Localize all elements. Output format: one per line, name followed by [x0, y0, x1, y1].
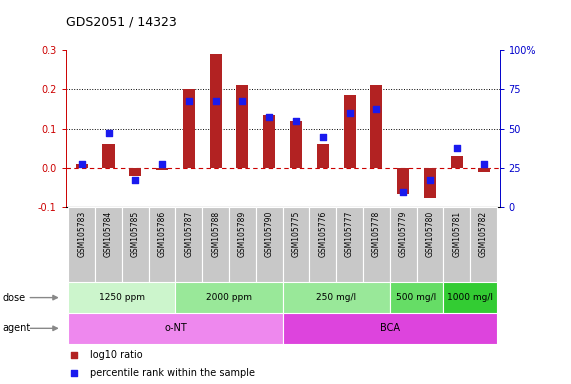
Point	[372, 106, 381, 112]
Text: GSM105775: GSM105775	[292, 211, 300, 258]
Text: GSM105790: GSM105790	[265, 211, 274, 258]
Bar	[397, 168, 409, 194]
Point	[70, 352, 79, 358]
Text: o-NT: o-NT	[164, 323, 187, 333]
Bar	[417, 207, 443, 282]
Bar	[443, 282, 497, 313]
Point	[399, 189, 408, 195]
Text: GSM105781: GSM105781	[452, 211, 461, 257]
Bar	[390, 282, 443, 313]
Point	[184, 98, 194, 104]
Point	[452, 145, 461, 151]
Bar	[69, 282, 175, 313]
Text: GSM105780: GSM105780	[425, 211, 435, 257]
Text: GSM105786: GSM105786	[158, 211, 167, 257]
Text: dose: dose	[3, 293, 26, 303]
Bar	[336, 207, 363, 282]
Text: GDS2051 / 14323: GDS2051 / 14323	[66, 16, 176, 29]
Bar	[283, 282, 390, 313]
Point	[77, 161, 86, 167]
Bar	[229, 207, 256, 282]
Point	[318, 134, 327, 140]
Bar	[175, 207, 202, 282]
Bar	[371, 85, 383, 168]
Text: GSM105782: GSM105782	[479, 211, 488, 257]
Point	[238, 98, 247, 104]
Text: 2000 ppm: 2000 ppm	[206, 293, 252, 302]
Bar	[477, 168, 489, 172]
Text: GSM105789: GSM105789	[238, 211, 247, 257]
Text: GSM105783: GSM105783	[77, 211, 86, 257]
Point	[479, 161, 488, 167]
Text: GSM105788: GSM105788	[211, 211, 220, 257]
Text: GSM105779: GSM105779	[399, 211, 408, 258]
Bar	[156, 168, 168, 170]
Text: 1000 mg/l: 1000 mg/l	[447, 293, 493, 302]
Text: GSM105787: GSM105787	[184, 211, 194, 257]
Bar	[76, 164, 88, 168]
Bar	[451, 156, 463, 168]
Bar	[122, 207, 148, 282]
Text: GSM105777: GSM105777	[345, 211, 354, 258]
Text: percentile rank within the sample: percentile rank within the sample	[90, 368, 255, 378]
Bar	[236, 85, 248, 168]
Bar	[129, 168, 142, 176]
Bar	[290, 121, 302, 168]
Point	[291, 118, 300, 124]
Point	[131, 177, 140, 183]
Bar	[103, 144, 115, 168]
Bar	[424, 168, 436, 197]
Bar	[95, 207, 122, 282]
Point	[104, 129, 113, 136]
Text: 1250 ppm: 1250 ppm	[99, 293, 145, 302]
Point	[265, 114, 274, 120]
Bar	[175, 282, 283, 313]
Point	[425, 177, 435, 183]
Bar	[183, 89, 195, 168]
Point	[70, 370, 79, 376]
Text: GSM105778: GSM105778	[372, 211, 381, 257]
Text: GSM105784: GSM105784	[104, 211, 113, 257]
Bar	[344, 95, 356, 168]
Bar	[283, 207, 309, 282]
Bar	[443, 207, 470, 282]
Bar	[69, 207, 95, 282]
Text: BCA: BCA	[380, 323, 400, 333]
Text: GSM105776: GSM105776	[318, 211, 327, 258]
Point	[345, 110, 354, 116]
Bar	[256, 207, 283, 282]
Bar	[363, 207, 390, 282]
Bar	[69, 313, 283, 344]
Bar	[148, 207, 175, 282]
Bar	[210, 54, 222, 168]
Bar	[470, 207, 497, 282]
Bar	[283, 313, 497, 344]
Point	[158, 161, 167, 167]
Bar	[202, 207, 229, 282]
Bar	[390, 207, 417, 282]
Bar	[263, 115, 275, 168]
Bar	[309, 207, 336, 282]
Text: log10 ratio: log10 ratio	[90, 350, 142, 360]
Text: agent: agent	[3, 323, 31, 333]
Text: GSM105785: GSM105785	[131, 211, 140, 257]
Text: 250 mg/l: 250 mg/l	[316, 293, 356, 302]
Bar	[317, 144, 329, 168]
Text: 500 mg/l: 500 mg/l	[396, 293, 437, 302]
Point	[211, 98, 220, 104]
